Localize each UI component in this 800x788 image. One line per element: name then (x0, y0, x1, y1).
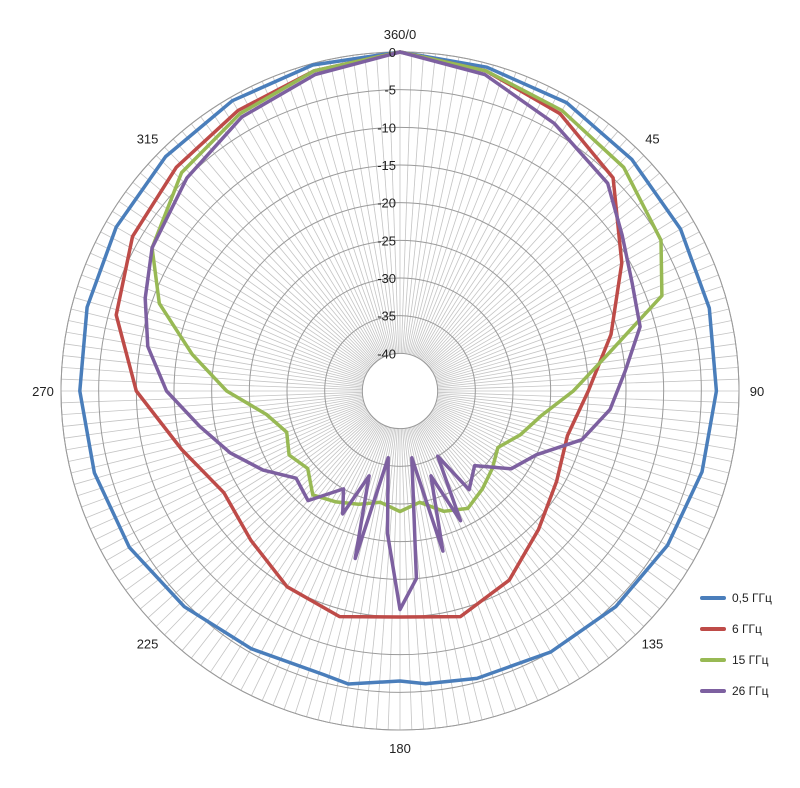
legend-item: 0,5 ГГц (700, 582, 772, 613)
legend-label: 15 ГГц (732, 652, 769, 667)
legend-swatch (700, 595, 726, 600)
radial-tick-label: -15 (377, 158, 396, 173)
ring-minus-40 (361, 352, 439, 430)
ring-minus-25 (248, 239, 552, 543)
angle-label: 135 (642, 636, 664, 651)
series-line-2 (114, 50, 624, 619)
series-layer (78, 50, 719, 686)
series-line-1 (78, 50, 719, 686)
angle-label: 360/0 (384, 27, 417, 42)
angle-label: 225 (137, 636, 159, 651)
series-line-4 (143, 50, 642, 612)
angle-label: 180 (389, 741, 411, 756)
angle-label: 45 (645, 132, 659, 147)
angle-label: 270 (32, 384, 54, 399)
legend-swatch (700, 657, 726, 662)
radial-tick-label: 0 (389, 45, 396, 60)
radial-tick-label: -10 (377, 120, 396, 135)
legend-label: 0,5 ГГц (732, 590, 772, 605)
radial-tick-label: -30 (377, 271, 396, 286)
radial-tick-label: -40 (377, 346, 396, 361)
series-line-3 (150, 50, 664, 514)
legend-swatch (700, 688, 726, 693)
legend-label: 26 ГГц (732, 683, 769, 698)
radial-tick-label: -35 (377, 309, 396, 324)
legend-swatch (700, 626, 726, 631)
ring-minus-35 (324, 315, 476, 467)
angular-gridlines (60, 51, 740, 731)
angle-label: 90 (750, 384, 764, 399)
angle-label: 315 (137, 132, 159, 147)
legend-item: 15 ГГц (700, 644, 772, 675)
radial-tick-label: -5 (384, 83, 396, 98)
legend-label: 6 ГГц (732, 621, 762, 636)
legend-item: 6 ГГц (700, 613, 772, 644)
radial-tick-label: -25 (377, 233, 396, 248)
radial-tick-label: -20 (377, 196, 396, 211)
legend-item: 26 ГГц (700, 675, 772, 706)
angle-labels: 360/0 45 90 135 180 225 270 315 (32, 27, 764, 756)
legend: 0,5 ГГц 6 ГГц 15 ГГц 26 ГГц (700, 582, 772, 706)
radial-tick-labels: 0 -5 -10 -15 -20 -25 -30 -35 -40 (377, 45, 396, 361)
ring-minus-5 (98, 89, 702, 693)
ring-minus-30 (286, 277, 514, 505)
